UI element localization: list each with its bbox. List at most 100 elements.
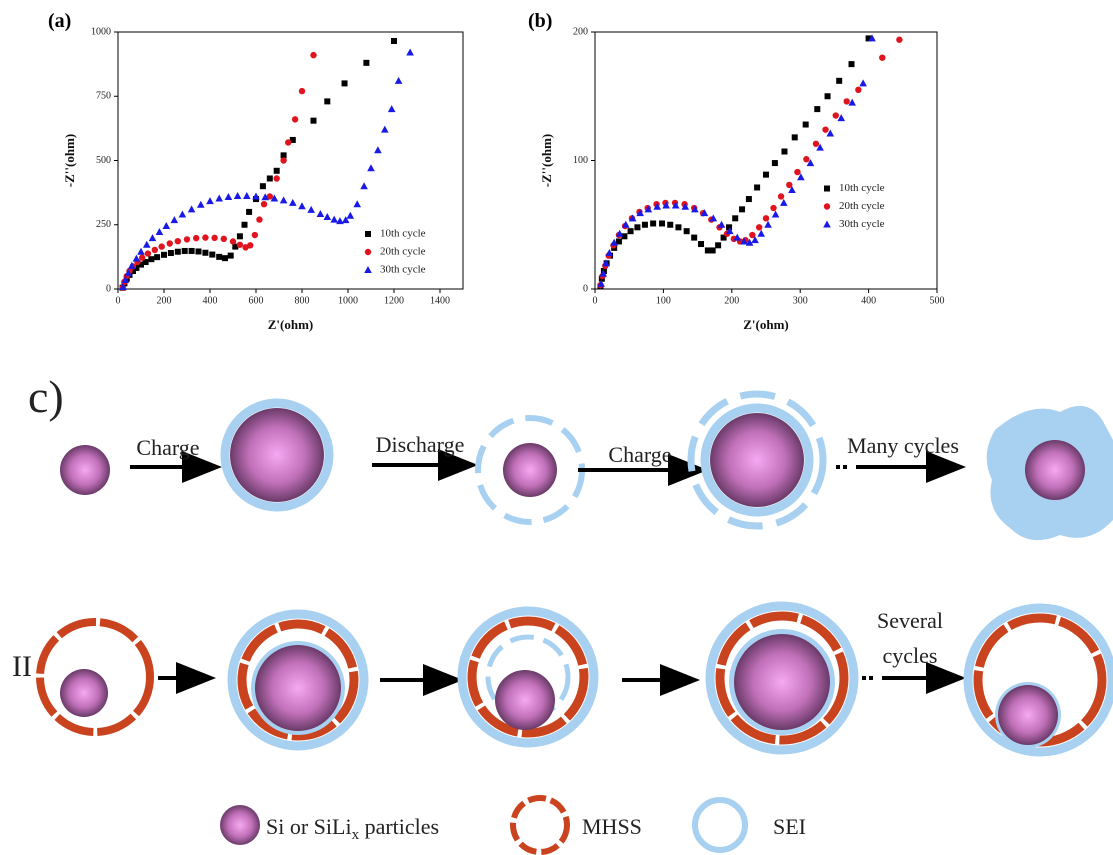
point: [171, 216, 179, 223]
point: [324, 98, 330, 104]
y-tick-label: 200: [573, 26, 588, 37]
point: [149, 234, 157, 241]
x-tick-label: 600: [249, 295, 264, 306]
point: [347, 212, 355, 219]
y-tick-label: 1000: [91, 26, 111, 37]
x-tick-label: 1000: [338, 295, 358, 306]
point: [139, 254, 145, 260]
particle: [60, 669, 108, 717]
point: [764, 221, 772, 228]
point: [189, 248, 195, 254]
point: [824, 203, 830, 209]
point: [710, 247, 716, 253]
point: [770, 205, 776, 211]
point: [310, 52, 316, 58]
y-axis-label: -Z''(ohm): [539, 134, 554, 187]
point: [256, 216, 262, 222]
point: [211, 235, 217, 241]
point: [159, 243, 165, 249]
y-tick-label: 100: [573, 155, 588, 166]
point: [381, 126, 389, 133]
x-tick-label: 0: [116, 295, 121, 306]
legend-label: 20th cycle: [380, 246, 426, 258]
point: [261, 201, 267, 207]
point: [260, 183, 266, 189]
point: [896, 37, 902, 43]
point: [317, 210, 325, 217]
point: [342, 80, 348, 86]
point: [756, 224, 762, 230]
y-axis-label: -Z''(ohm): [62, 134, 77, 187]
point: [772, 210, 780, 217]
point: [221, 236, 227, 242]
point: [814, 106, 820, 112]
legend-label: MHSS: [582, 814, 642, 839]
x-tick-label: 100: [656, 295, 671, 306]
point: [168, 250, 174, 256]
point: [803, 122, 809, 128]
point: [698, 241, 704, 247]
panel-label: (a): [48, 10, 71, 32]
row-label: II: [12, 650, 32, 683]
y-tick-label: 750: [96, 91, 111, 102]
point: [324, 213, 332, 220]
particle: [1025, 440, 1085, 500]
point: [667, 222, 673, 228]
point: [763, 172, 769, 178]
point: [780, 199, 788, 206]
legend-mhss: [513, 798, 567, 852]
point: [833, 112, 839, 118]
point: [732, 215, 738, 221]
step-label: Charge: [608, 442, 671, 467]
point: [225, 193, 233, 200]
point: [778, 193, 784, 199]
point: [311, 118, 317, 124]
legend-label: 30th cycle: [839, 218, 885, 230]
point: [209, 252, 215, 258]
y-tick-label: 500: [96, 155, 111, 166]
figure: (a)0200400600800100012001400025050075010…: [0, 0, 1113, 855]
point: [823, 221, 831, 228]
point: [360, 182, 368, 189]
x-tick-label: 400: [861, 295, 876, 306]
point: [628, 228, 634, 234]
particle: [710, 413, 804, 507]
point: [298, 202, 306, 209]
point: [391, 38, 397, 44]
point: [145, 250, 151, 256]
point: [237, 233, 243, 239]
point: [691, 235, 697, 241]
point: [252, 192, 260, 199]
legend-label: 10th cycle: [380, 228, 426, 240]
legend-label: 20th cycle: [839, 200, 885, 212]
point: [243, 192, 251, 199]
x-tick-label: 0: [593, 295, 598, 306]
x-tick-label: 200: [157, 295, 172, 306]
point: [156, 228, 164, 235]
point: [175, 238, 181, 244]
point: [152, 247, 158, 253]
legend-label: 10th cycle: [839, 182, 885, 194]
point: [353, 200, 361, 207]
point: [167, 240, 173, 246]
step-label: cycles: [883, 643, 938, 668]
point: [374, 146, 382, 153]
panel-label: c): [28, 371, 64, 422]
point: [197, 201, 205, 208]
point: [154, 254, 160, 260]
step-label: Several: [877, 608, 943, 633]
point: [274, 175, 280, 181]
point: [137, 248, 145, 255]
x-tick-label: 800: [295, 295, 310, 306]
legend-particle: [220, 805, 260, 845]
point: [825, 93, 831, 99]
x-tick-label: 1400: [430, 295, 450, 306]
point: [388, 105, 396, 112]
point: [855, 87, 861, 93]
point: [307, 206, 315, 213]
point: [859, 79, 867, 86]
point: [715, 242, 721, 248]
point: [206, 197, 214, 204]
